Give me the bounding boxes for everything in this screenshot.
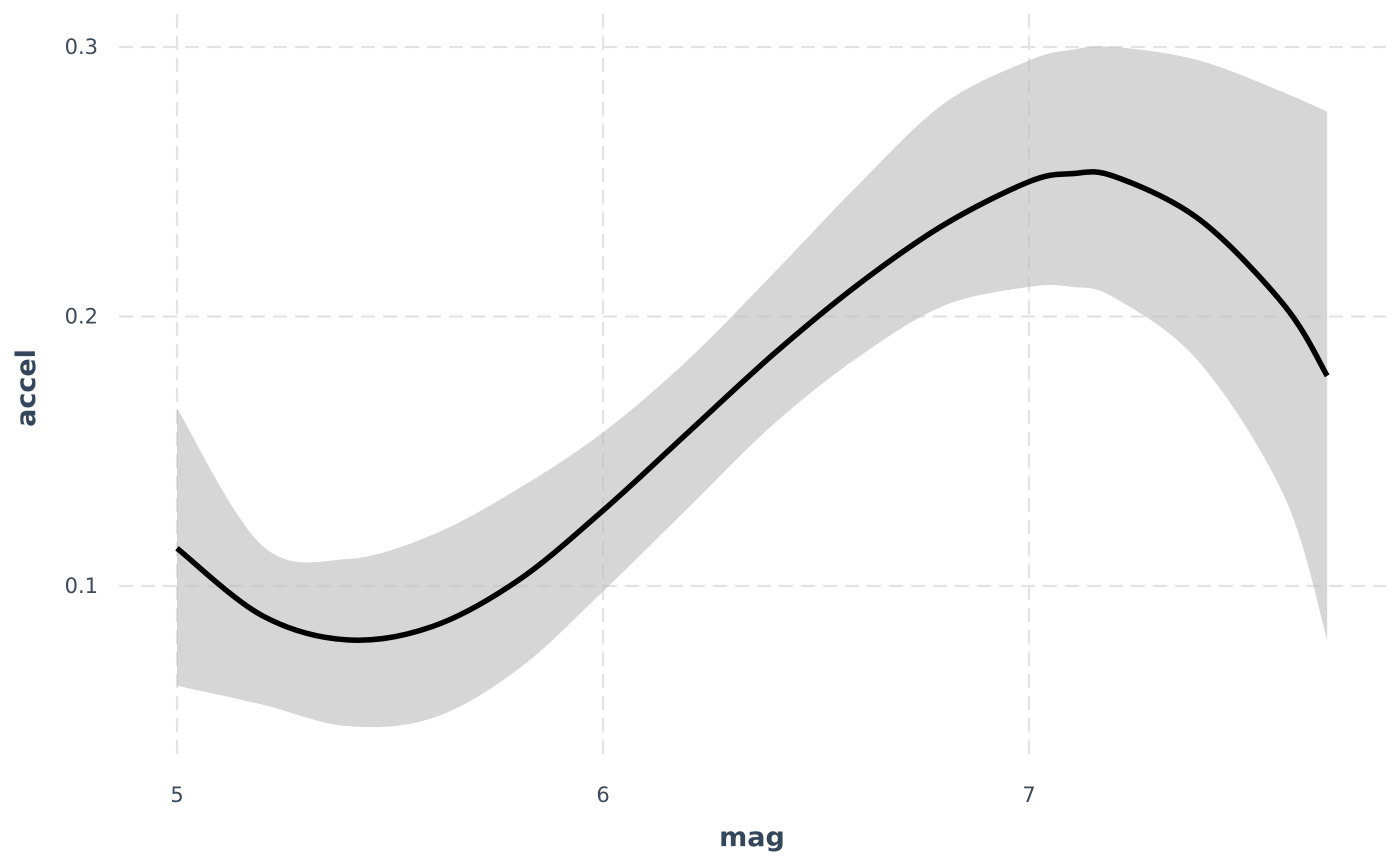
- confidence-band: [177, 46, 1328, 728]
- y-tick-label: 0.1: [65, 574, 98, 598]
- y-tick-label: 0.2: [65, 305, 98, 329]
- x-axis-title: mag: [719, 822, 785, 853]
- x-tick-label: 7: [1022, 783, 1035, 807]
- x-tick-label: 6: [596, 783, 609, 807]
- tick-labels: 5 6 7 0.1 0.2 0.3: [65, 35, 1036, 807]
- x-tick-label: 5: [170, 783, 183, 807]
- y-axis-title: accel: [11, 349, 42, 427]
- fitted-line: [175, 169, 1330, 643]
- y-tick-label: 0.3: [65, 35, 98, 59]
